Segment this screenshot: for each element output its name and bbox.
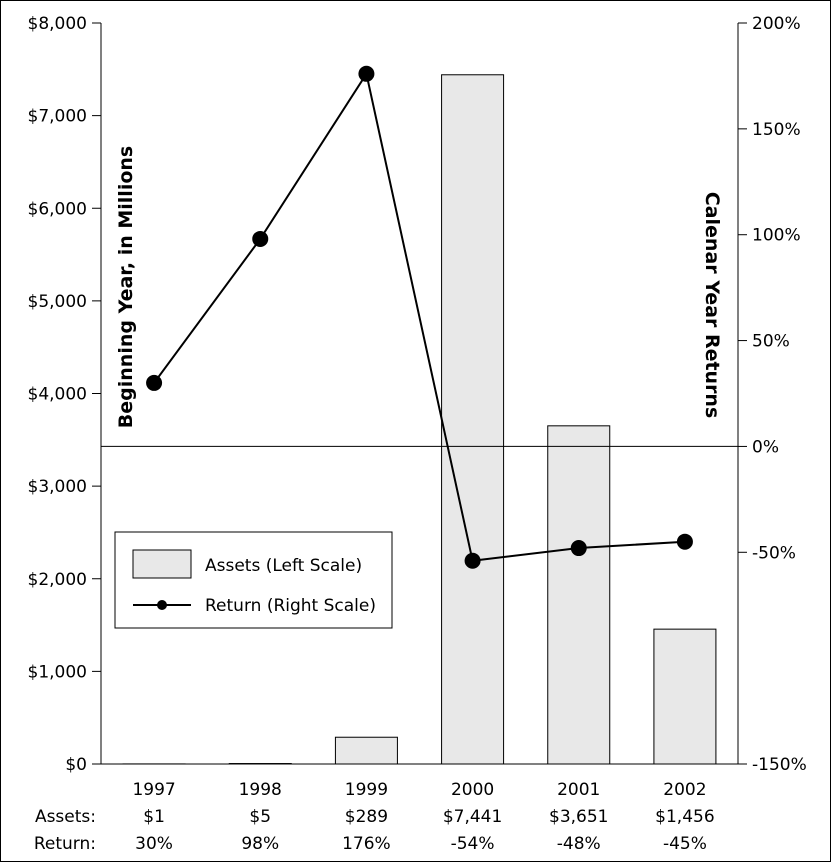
asset-bar-2002 [653,628,717,765]
left-tick-label: $4,000 [28,385,87,405]
legend-marker [157,600,167,610]
right-tick-label: -50% [752,543,796,563]
right-tick-label: -150% [752,755,807,775]
return-point-1997 [146,374,163,391]
category-label: 2000 [451,780,494,800]
category-label: 2001 [557,780,600,800]
left-tick-label: $1,000 [28,662,87,682]
left-tick-label: $2,000 [28,570,87,590]
right-tick-label: 0% [752,437,779,457]
asset-value-label: $3,651 [549,807,608,827]
return-value-label: 176% [342,834,391,854]
category-label: 1998 [239,780,282,800]
return-row-label: Return: [34,834,96,854]
legend: Assets (Left Scale) Return (Right Scale) [114,531,393,629]
return-line [153,71,685,562]
left-tick-label: $5,000 [28,292,87,312]
return-value-label: -48% [557,834,601,854]
category-label: 1999 [345,780,388,800]
return-value-label: -45% [663,834,707,854]
left-tick-label: $6,000 [28,199,87,219]
asset-bar-1999 [334,736,398,765]
category-label: 1997 [132,780,175,800]
left-tick-label: $7,000 [28,107,87,127]
legend-box [114,531,393,629]
asset-bar-2000 [441,74,505,765]
return-value-label: 30% [135,834,173,854]
left-tick-label: $8,000 [28,14,87,34]
left-tick-label: $0 [65,755,87,775]
left-tick-label: $3,000 [28,477,87,497]
legend-return-label: Return (Right Scale) [205,596,376,616]
asset-value-label: $289 [345,807,388,827]
category-label: 2002 [663,780,706,800]
asset-value-label: $1 [143,807,165,827]
legend-assets-label: Assets (Left Scale) [205,556,362,576]
asset-bar-2001 [547,425,611,765]
right-tick-label: 150% [752,120,801,140]
right-tick-label: 50% [752,332,790,352]
return-point-2001 [570,540,587,557]
return-point-2002 [676,533,693,550]
asset-value-label: $5 [249,807,271,827]
return-value-label: 98% [241,834,279,854]
asset-value-label: $1,456 [655,807,714,827]
asset-value-label: $7,441 [443,807,502,827]
assets-row-label: Assets: [35,807,96,827]
return-point-2000 [464,552,481,569]
right-tick-label: 200% [752,14,801,34]
left-axis-title: Beginning Year, in Millions [115,146,137,428]
right-axis-title: Calenar Year Returns [701,192,723,419]
right-tick-label: 100% [752,226,801,246]
legend-bar-swatch [132,549,192,579]
return-point-1999 [358,65,375,82]
return-point-1998 [252,230,269,247]
return-value-label: -54% [451,834,495,854]
